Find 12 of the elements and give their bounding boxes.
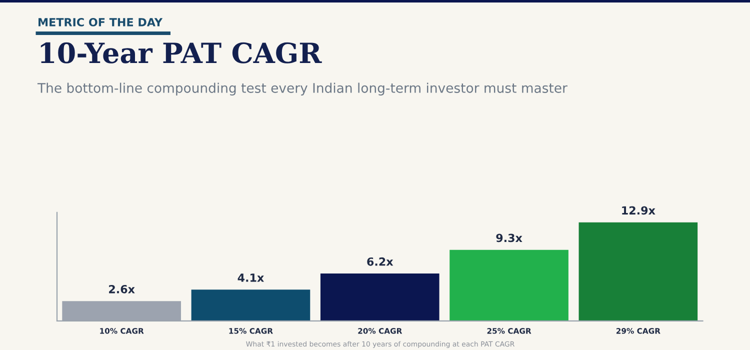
bar: [191, 290, 310, 321]
data-label: 2.6x: [109, 284, 135, 294]
data-label: 9.3x: [496, 234, 522, 242]
chart-title: 10-Year PAT CAGR: [40, 42, 322, 64]
text: METRIC OF THE DAY: [38, 18, 163, 26]
bar: [320, 274, 440, 321]
data-label: 12.9x: [622, 206, 656, 215]
chart-subtitle: The bottom-line compounding test every Indian long-term investor must master: [37, 82, 568, 96]
bar: [450, 250, 568, 321]
data-label: 6.2x: [367, 257, 394, 266]
bar: [578, 222, 698, 321]
data-label: 4.1x: [238, 274, 264, 282]
